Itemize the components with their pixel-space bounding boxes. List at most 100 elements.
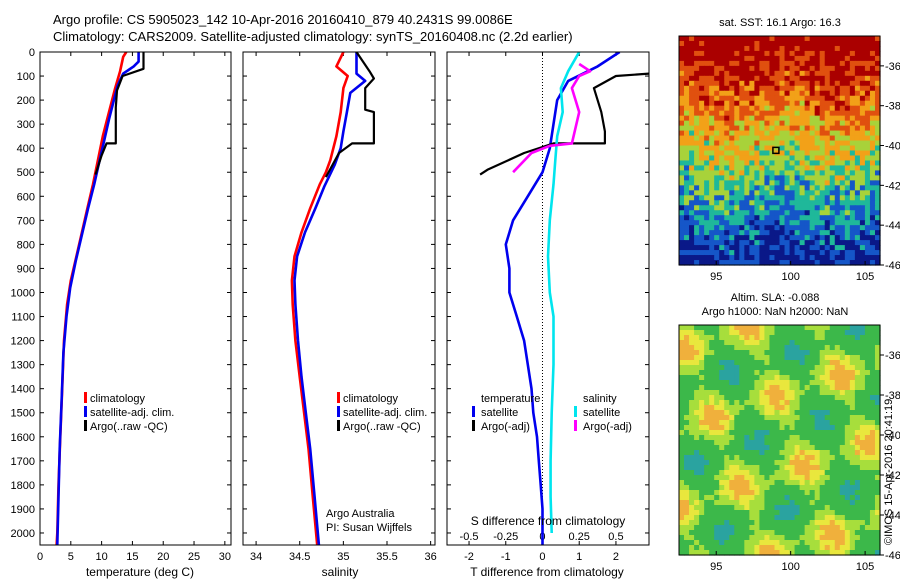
heatmap-cell (819, 220, 826, 226)
heatmap-cell (774, 485, 781, 491)
heatmap-cell (809, 425, 816, 431)
heatmap-cell (689, 395, 695, 401)
heatmap-cell (699, 455, 705, 461)
heatmap-cell (834, 40, 841, 47)
heatmap-cell (814, 220, 821, 226)
heatmap-cell (839, 530, 846, 536)
heatmap-cell (754, 120, 761, 127)
heatmap-cell (829, 415, 836, 421)
heatmap-cell (749, 220, 755, 226)
heatmap-cell (729, 510, 735, 516)
heatmap-cell (814, 360, 821, 366)
heatmap-cell (679, 490, 685, 496)
heatmap-cell (824, 505, 831, 511)
heatmap-cell (714, 260, 720, 266)
heatmap-cell (709, 85, 715, 92)
heatmap-cell (679, 250, 685, 256)
heatmap-cell (779, 375, 786, 381)
heatmap-cell (719, 405, 725, 411)
heatmap-cell (679, 90, 685, 97)
heatmap-cell (814, 445, 821, 451)
legend-swatch-argo (337, 420, 340, 431)
heatmap-cell (699, 440, 705, 446)
heatmap-cell (689, 200, 695, 206)
heatmap-cell (809, 225, 816, 231)
heatmap-cell (689, 105, 695, 112)
heatmap-cell (724, 210, 730, 216)
heatmap-cell (689, 505, 695, 511)
heatmap-cell (859, 515, 866, 521)
heatmap-cell (864, 200, 871, 206)
heatmap-cell (864, 230, 871, 236)
heatmap-cell (824, 255, 831, 261)
heatmap-cell (744, 200, 750, 206)
heatmap-cell (774, 155, 781, 162)
heatmap-cell (704, 400, 710, 406)
heatmap-cell (864, 430, 871, 436)
heatmap-cell (874, 75, 881, 82)
heatmap-cell (769, 385, 776, 391)
heatmap-cell (739, 335, 745, 341)
profile-title: Argo profile: CS 5905023_142 10-Apr-2016… (53, 12, 513, 27)
heatmap-cell (764, 45, 771, 52)
heatmap-cell (774, 420, 781, 426)
heatmap-cell (844, 130, 851, 137)
heatmap-cell (829, 195, 836, 201)
heatmap-cell (804, 175, 811, 181)
heatmap-cell (749, 330, 755, 336)
heatmap-cell (699, 205, 705, 211)
heatmap-cell (684, 245, 690, 251)
heatmap-cell (779, 220, 786, 226)
heatmap-cell (824, 390, 831, 396)
heatmap-cell (869, 70, 876, 77)
heatmap-cell (869, 510, 876, 516)
heatmap-cell (689, 230, 695, 236)
heatmap-cell (749, 470, 755, 476)
heatmap-cell (689, 255, 695, 261)
heatmap-cell (679, 465, 685, 471)
heatmap-cell (834, 165, 841, 172)
heatmap-cell (699, 100, 705, 107)
heatmap-cell (824, 500, 831, 506)
heatmap-cell (769, 455, 776, 461)
heatmap-cell (859, 55, 866, 62)
heatmap-cell (869, 150, 876, 157)
heatmap-cell (709, 205, 715, 211)
heatmap-cell (774, 115, 781, 122)
heatmap-cell (774, 545, 781, 551)
heatmap-cell (824, 80, 831, 87)
heatmap-cell (689, 185, 695, 191)
heatmap-cell (814, 55, 821, 62)
heatmap-cell (789, 115, 796, 122)
heatmap-cell (749, 130, 755, 137)
heatmap-cell (764, 475, 771, 481)
heatmap-cell (834, 335, 841, 341)
heatmap-cell (714, 380, 720, 386)
heatmap-cell (829, 90, 836, 97)
heatmap-cell (684, 255, 690, 261)
heatmap-cell (874, 370, 881, 376)
heatmap-cell (794, 85, 801, 92)
heatmap-cell (734, 140, 740, 147)
heatmap-cell (744, 100, 750, 107)
heatmap-cell (839, 475, 846, 481)
heatmap-cell (764, 240, 771, 246)
heatmap-cell (729, 125, 735, 132)
heatmap-cell (869, 160, 876, 167)
heatmap-cell (709, 105, 715, 112)
heatmap-cell (789, 135, 796, 142)
heatmap-cell (864, 505, 871, 511)
heatmap-cell (739, 85, 745, 92)
heatmap-cell (854, 245, 861, 251)
heatmap-cell (799, 105, 806, 112)
heatmap-cell (694, 395, 700, 401)
sst-map: sat. SST: 16.1 Argo: 16.3 95 100 105-36-38… (678, 17, 900, 283)
heatmap-cell (864, 390, 871, 396)
salinity-legend: climatology satellite-adj. clim. Argo(..… (337, 392, 427, 433)
heatmap-cell (759, 335, 766, 341)
heatmap-cell (779, 190, 786, 196)
heatmap-cell (854, 380, 861, 386)
heatmap-cell (769, 260, 776, 266)
legend-group-temperature: temperature (481, 393, 540, 405)
heatmap-cell (704, 460, 710, 466)
